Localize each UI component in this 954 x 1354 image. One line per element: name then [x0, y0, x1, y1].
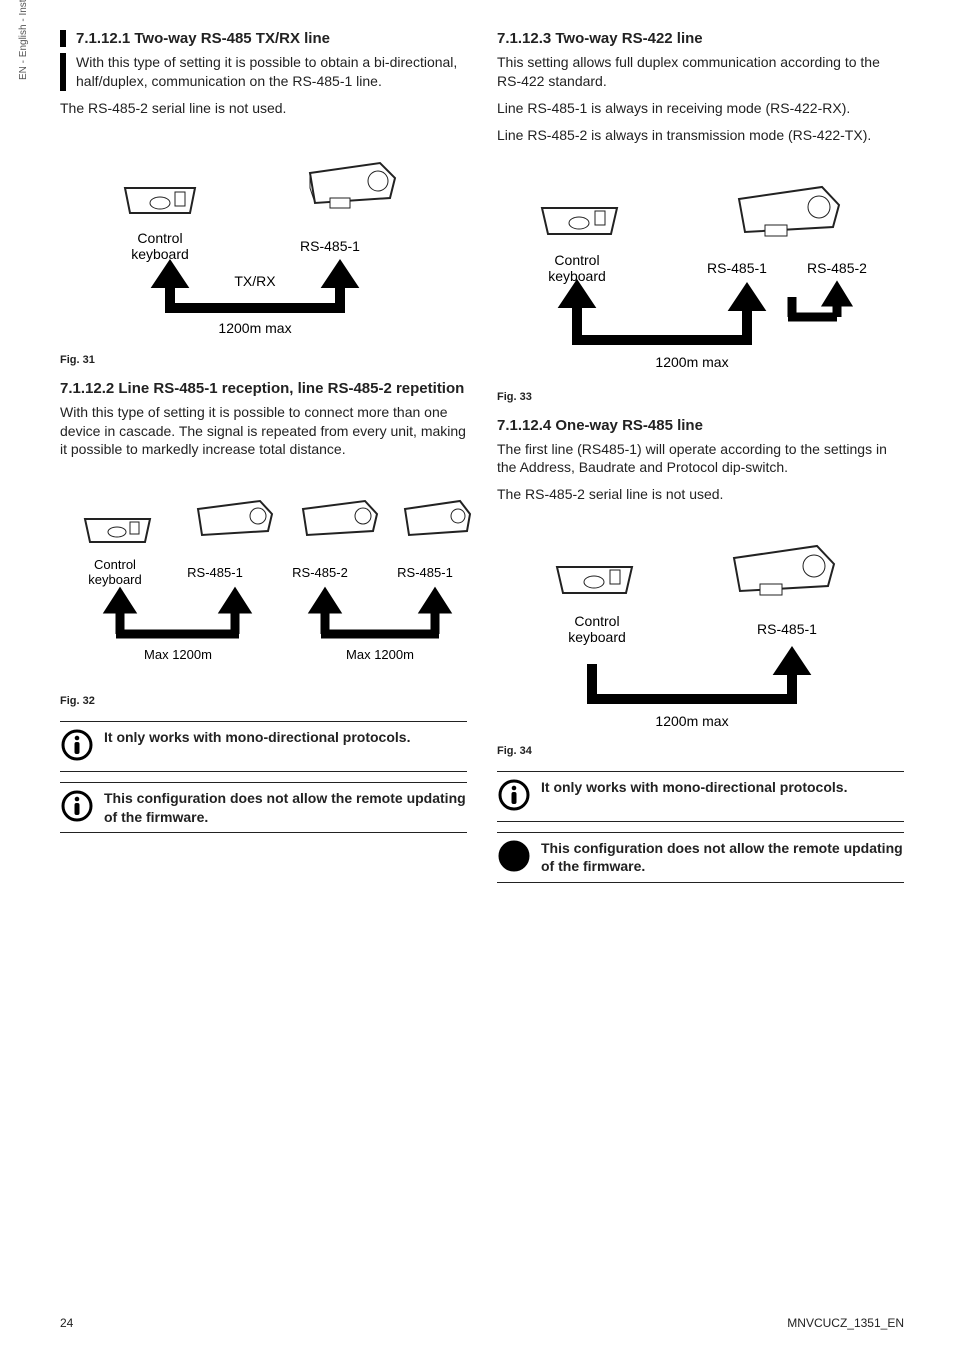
sec-7-1-12-4-title: 7.1.12.4 One-way RS-485 line: [497, 417, 904, 434]
svg-text:1200m max: 1200m max: [655, 354, 728, 370]
note-firmware-left: This configuration does not allow the re…: [60, 782, 467, 833]
svg-text:keyboard: keyboard: [568, 629, 626, 645]
side-language-tab: EN - English - Instructions manual: [18, 0, 29, 80]
info-icon: [497, 778, 531, 815]
fig31-diagram: Control keyboard RS-485-1 TX/RX 1200m ma…: [60, 128, 467, 348]
info-icon: [60, 789, 94, 826]
sec4-p1: The first line (RS485-1) will operate ac…: [497, 440, 904, 478]
fig34-caption: Fig. 34: [497, 745, 904, 757]
note-text: This configuration does not allow the re…: [541, 839, 904, 875]
svg-text:RS-485-1: RS-485-1: [397, 565, 453, 580]
sec-7-1-12-1-title: 7.1.12.1 Two-way RS-485 TX/RX line: [76, 30, 467, 47]
sec1-p2: The RS-485-2 serial line is not used.: [60, 99, 467, 118]
svg-text:Max 1200m: Max 1200m: [346, 647, 414, 662]
sec3-p2: Line RS-485-1 is always in receiving mod…: [497, 99, 904, 118]
svg-text:RS-485-1: RS-485-1: [757, 621, 817, 637]
note-mono-protocols-right: It only works with mono-directional prot…: [497, 771, 904, 822]
note-text: It only works with mono-directional prot…: [541, 778, 847, 796]
doc-id: MNVCUCZ_1351_EN: [787, 1316, 904, 1330]
fig31-dist: 1200m max: [218, 320, 291, 336]
svg-text:Control: Control: [574, 613, 619, 629]
svg-text:1200m max: 1200m max: [655, 713, 728, 729]
sec2-p1: With this type of setting it is possible…: [60, 403, 467, 460]
sec4-p2: The RS-485-2 serial line is not used.: [497, 485, 904, 504]
fig31-keyboard-label: Control: [137, 230, 182, 246]
info-icon: [497, 839, 531, 876]
svg-text:keyboard: keyboard: [88, 572, 141, 587]
svg-text:keyboard: keyboard: [131, 246, 189, 262]
svg-text:RS-485-1: RS-485-1: [707, 260, 767, 276]
sec3-p3: Line RS-485-2 is always in transmission …: [497, 126, 904, 145]
right-column: 7.1.12.3 Two-way RS-422 line This settin…: [497, 30, 904, 893]
sec-7-1-12-3-title: 7.1.12.3 Two-way RS-422 line: [497, 30, 904, 47]
info-icon: [60, 728, 94, 765]
svg-text:Control: Control: [94, 557, 136, 572]
svg-text:RS-485-2: RS-485-2: [292, 565, 348, 580]
fig33-caption: Fig. 33: [497, 391, 904, 403]
fig32-caption: Fig. 32: [60, 695, 467, 707]
svg-text:RS-485-2: RS-485-2: [807, 260, 867, 276]
sec3-p1: This setting allows full duplex communic…: [497, 53, 904, 91]
fig33-diagram: Control keyboard RS-485-1 RS-485-2: [497, 155, 904, 385]
fig31-arrow-label: TX/RX: [234, 273, 276, 289]
left-column: 7.1.12.1 Two-way RS-485 TX/RX line With …: [60, 30, 467, 893]
sec-7-1-12-2-title: 7.1.12.2 Line RS-485-1 reception, line R…: [60, 380, 467, 397]
svg-text:RS-485-1: RS-485-1: [187, 565, 243, 580]
page-number: 24: [60, 1316, 73, 1330]
fig32-diagram: Control keyboard RS-485-1 RS-485-2 RS-48…: [60, 469, 467, 689]
sec1-p1: With this type of setting it is possible…: [76, 53, 467, 91]
note-firmware-right: This configuration does not allow the re…: [497, 832, 904, 883]
svg-text:Max 1200m: Max 1200m: [144, 647, 212, 662]
svg-text:Control: Control: [554, 252, 599, 268]
fig31-node-label: RS-485-1: [300, 238, 360, 254]
note-text: It only works with mono-directional prot…: [104, 728, 410, 746]
note-mono-protocols-left: It only works with mono-directional prot…: [60, 721, 467, 772]
note-text: This configuration does not allow the re…: [104, 789, 467, 825]
fig31-caption: Fig. 31: [60, 354, 467, 366]
fig34-diagram: Control keyboard RS-485-1 1200m max: [497, 514, 904, 739]
